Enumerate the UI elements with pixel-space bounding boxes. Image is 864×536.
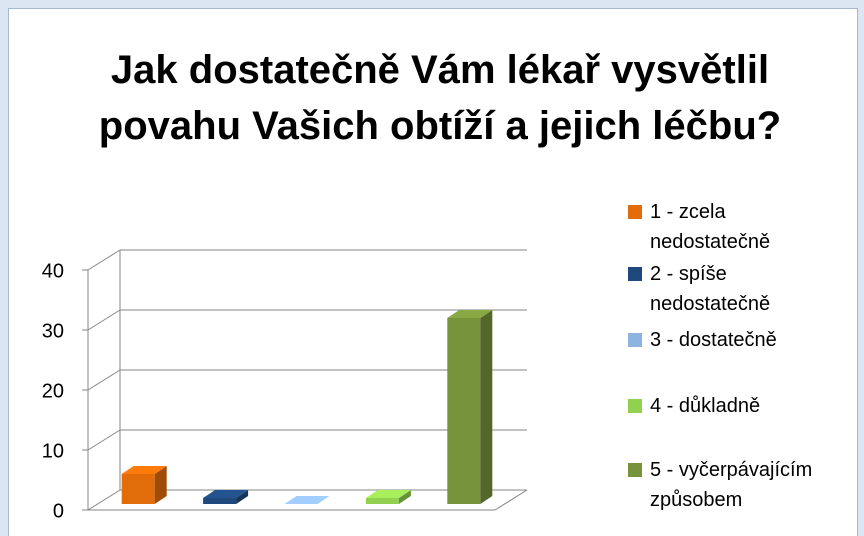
legend-entry: 5 - vyčerpávajícím způsobem bbox=[628, 455, 828, 515]
bar-side bbox=[236, 490, 249, 504]
bar-side bbox=[398, 490, 411, 504]
grid-line bbox=[87, 309, 121, 331]
grid-line bbox=[87, 369, 121, 391]
bar bbox=[284, 496, 330, 504]
chart-panel bbox=[8, 8, 858, 536]
bar bbox=[121, 466, 167, 504]
y-tick-label: 10 bbox=[42, 440, 64, 462]
legend-entry: 2 - spíše nedostatečně bbox=[628, 259, 828, 319]
bar-front bbox=[447, 318, 481, 504]
legend-label: 4 - důkladně bbox=[650, 395, 761, 417]
legend-swatch bbox=[628, 399, 642, 413]
bar-top bbox=[121, 466, 167, 474]
legend-entry: 3 - dostatečně bbox=[628, 325, 828, 355]
y-tick-label: 40 bbox=[42, 260, 64, 282]
legend-swatch bbox=[628, 463, 642, 477]
y-tick-label: 30 bbox=[42, 320, 64, 342]
legend-entry: 1 - zcela nedostatečně bbox=[628, 197, 828, 257]
grid-line bbox=[87, 489, 121, 511]
legend-swatch bbox=[628, 205, 642, 219]
bar-side bbox=[480, 310, 493, 504]
floor-edge bbox=[494, 489, 528, 511]
grid-line bbox=[87, 429, 121, 451]
legend-entry: 4 - důkladně bbox=[628, 391, 828, 421]
bar-front bbox=[203, 498, 237, 504]
bar-top bbox=[365, 490, 411, 498]
legend-swatch bbox=[628, 267, 642, 281]
bar-top bbox=[284, 496, 330, 504]
bar bbox=[203, 490, 249, 504]
legend-swatch bbox=[628, 333, 642, 347]
chart-title: Jak dostatečně Vám lékař vysvětlil povah… bbox=[98, 48, 782, 148]
legend-label: 3 - dostatečně bbox=[650, 329, 777, 351]
grid-line bbox=[87, 249, 121, 271]
bar-front bbox=[121, 474, 155, 504]
legend-label: 1 - zcela nedostatečně bbox=[650, 201, 771, 253]
y-tick-label: 20 bbox=[42, 380, 64, 402]
legend-label: 2 - spíše nedostatečně bbox=[650, 263, 771, 315]
bar-top bbox=[447, 310, 493, 318]
y-tick-label: 0 bbox=[53, 500, 64, 522]
bar bbox=[365, 490, 411, 504]
bar-front bbox=[365, 498, 399, 504]
legend-label: 5 - vyčerpávajícím způsobem bbox=[650, 459, 813, 511]
bar-side bbox=[154, 466, 167, 504]
bar-top bbox=[203, 490, 249, 498]
bar bbox=[447, 310, 493, 504]
